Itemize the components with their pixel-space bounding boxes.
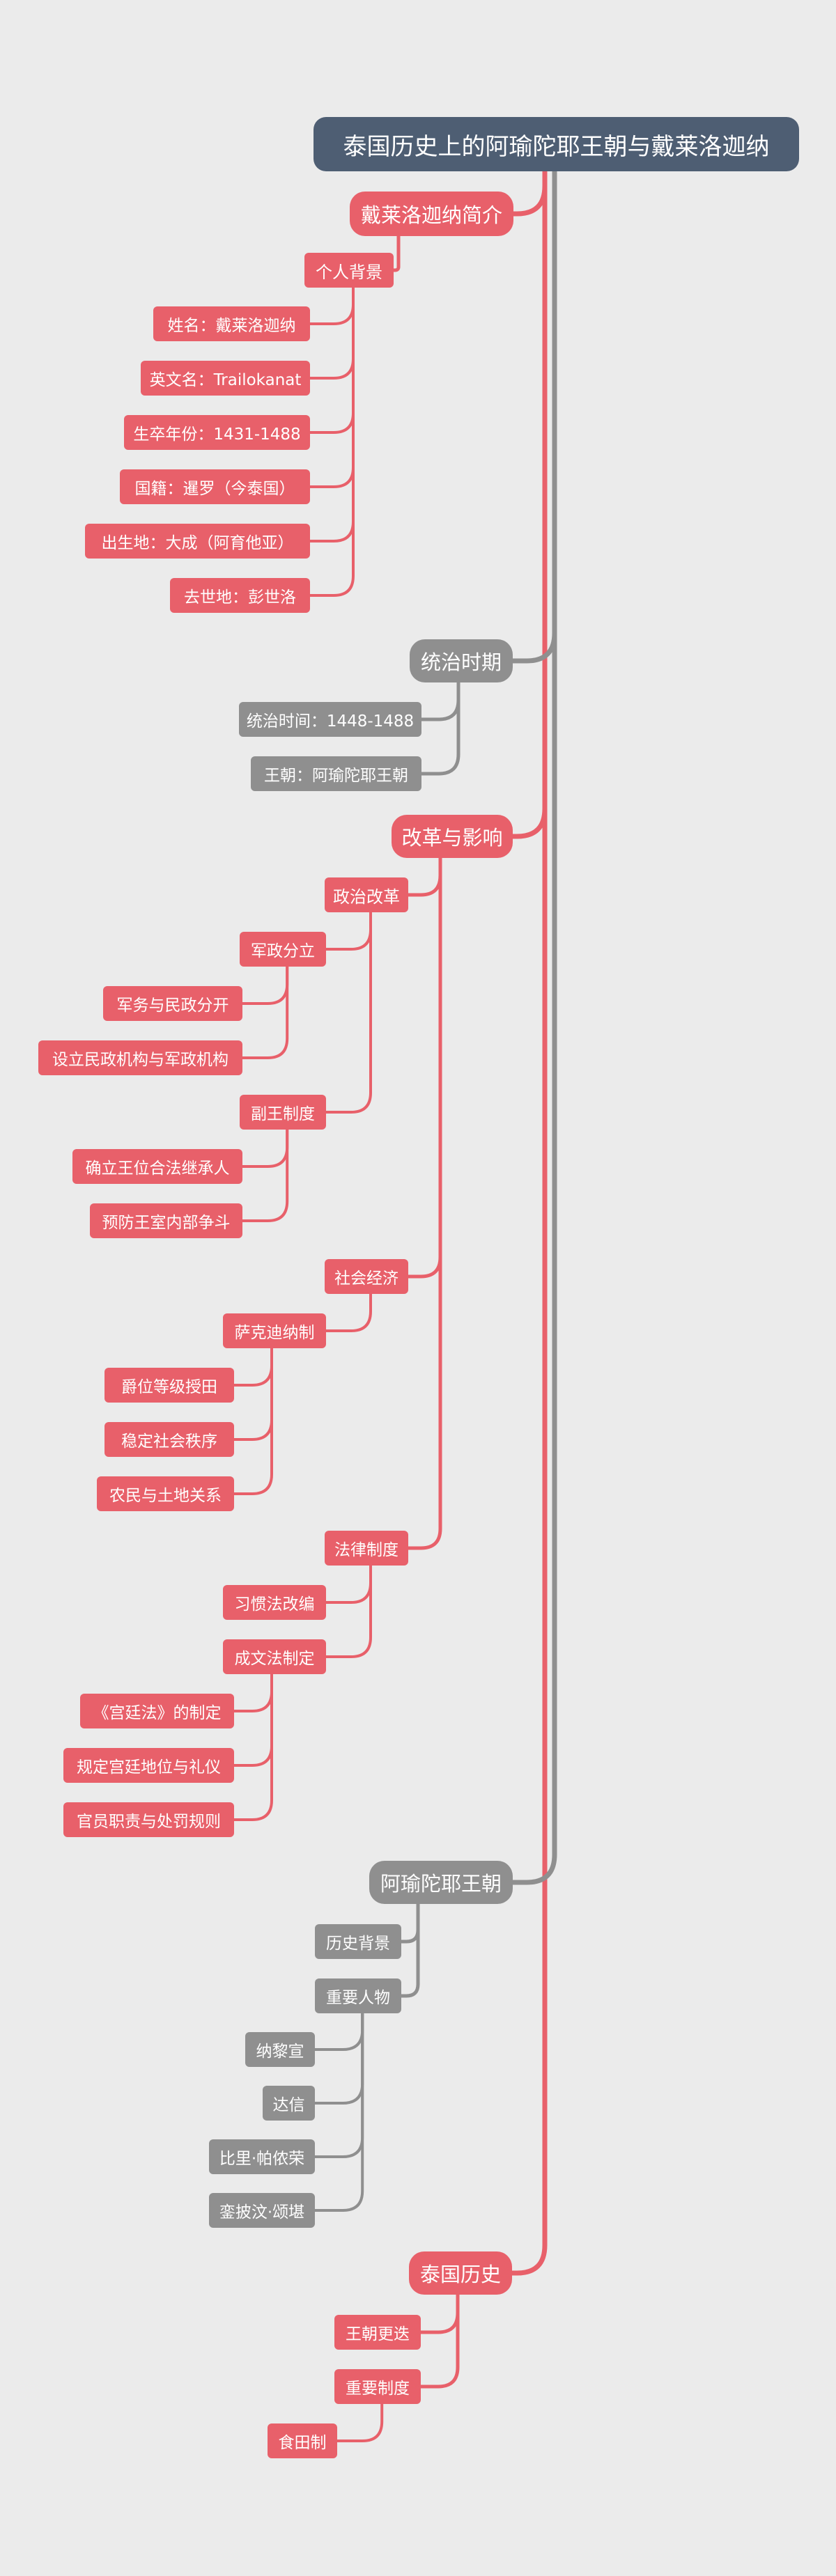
leaf-rank-land-grant[interactable]: 爵位等级授田 (104, 1368, 234, 1403)
connector-t2-t2a (419, 679, 460, 721)
connector-t4b-t4b1 (314, 2011, 364, 2051)
leaf-name[interactable]: 姓名：戴莱洛迦纳 (153, 306, 310, 341)
connector-t3b-t3b1 (325, 1291, 372, 1332)
connector-t3c2-t3c2c (233, 1671, 273, 1821)
leaf-military-civil-split[interactable]: 军务与民政分开 (103, 986, 242, 1021)
leaf-social-order[interactable]: 稳定社会秩序 (104, 1422, 234, 1457)
connector-t4b-t4b3 (314, 2011, 364, 2158)
topic-dailailuojiana-intro[interactable]: 戴莱洛迦纳简介 (350, 192, 513, 236)
connector-t3c2-t3c2b (233, 1671, 273, 1767)
connector-t5b-t5b1 (336, 2401, 384, 2442)
connector-t3a-t3a1 (325, 910, 372, 951)
connector-t3b1-t3b1a (233, 1345, 273, 1387)
connector-t4b-t4b2 (314, 2011, 364, 2105)
root-topic[interactable]: 泰国历史上的阿瑜陀耶王朝与戴莱洛迦纳 (314, 117, 799, 171)
leaf-legitimate-heir[interactable]: 确立王位合法继承人 (72, 1149, 242, 1184)
connector-t3a-t3a2 (325, 910, 372, 1114)
connector-t5-t5b (419, 2291, 460, 2389)
leaf-palace-law[interactable]: 《宫廷法》的制定 (80, 1694, 234, 1728)
connector-t3c2-t3c2a (233, 1671, 273, 1712)
connector-t5-t5a (419, 2291, 460, 2334)
connector-root-t3 (510, 166, 548, 839)
leaf-english-name[interactable]: 英文名：Trailokanat (141, 361, 310, 396)
leaf-nationality[interactable]: 国籍：暹罗（今泰国） (120, 469, 310, 504)
connector-t3b1-t3b1c (233, 1345, 273, 1495)
subtopic-key-figures[interactable]: 重要人物 (315, 1978, 401, 2013)
leaf-taksin[interactable]: 达信 (263, 2086, 315, 2121)
topic-reign-period[interactable]: 统治时期 (410, 639, 513, 682)
connector-t3-t3c (406, 854, 442, 1550)
leaf-historical-background[interactable]: 历史背景 (315, 1924, 401, 1959)
connector-t1-t1a (392, 233, 401, 272)
leaf-phibun[interactable]: 銮披汶·颂堪 (209, 2193, 315, 2228)
subtopic-social-economy[interactable]: 社会经济 (325, 1259, 408, 1294)
subtopic-personal-background[interactable]: 个人背景 (304, 253, 394, 288)
leaf-dynastic-change[interactable]: 王朝更迭 (334, 2315, 421, 2350)
subtopic-key-institutions[interactable]: 重要制度 (334, 2369, 421, 2404)
leaf-peasant-land[interactable]: 农民与土地关系 (97, 1476, 234, 1511)
connector-root-t2 (510, 166, 557, 664)
connector-root-t5 (509, 166, 548, 2276)
connector-t1a-t1a2 (309, 285, 355, 380)
connector-root-t4 (510, 166, 557, 1885)
connector-t1a-t1a4 (309, 285, 355, 488)
leaf-civil-military-agencies[interactable]: 设立民政机构与军政机构 (38, 1040, 242, 1075)
topic-reform-impact[interactable]: 改革与影响 (392, 815, 513, 858)
leaf-fief-system[interactable]: 食田制 (268, 2423, 337, 2458)
subtopic-written-law[interactable]: 成文法制定 (223, 1639, 326, 1674)
connector-t1a-t1a1 (309, 285, 355, 325)
leaf-deathplace[interactable]: 去世地：彭世洛 (170, 578, 310, 613)
connector-t3a1-t3a1a (241, 964, 289, 1005)
leaf-court-etiquette[interactable]: 规定宫廷地位与礼仪 (63, 1748, 234, 1783)
connector-t4-t4a (399, 1900, 420, 1944)
connector-t4-t4b (399, 1900, 420, 1998)
leaf-lifespan[interactable]: 生卒年份：1431-1488 (124, 415, 310, 450)
connector-t3c-t3c2 (325, 1563, 372, 1658)
connector-t1a-t1a6 (309, 285, 355, 597)
connector-t3-t3a (406, 854, 442, 897)
topic-ayutthaya-dynasty[interactable]: 阿瑜陀耶王朝 (369, 1861, 513, 1904)
connector-root-t1 (511, 166, 548, 217)
leaf-dynasty[interactable]: 王朝：阿瑜陀耶王朝 (251, 756, 421, 791)
subtopic-legal-system[interactable]: 法律制度 (325, 1531, 408, 1566)
subtopic-military-civil-separation[interactable]: 军政分立 (240, 932, 326, 967)
connector-t2-t2b (419, 679, 460, 776)
connector-t3a2-t3a2b (241, 1127, 289, 1222)
topic-thai-history[interactable]: 泰国历史 (409, 2251, 512, 2295)
connector-t4b-t4b4 (314, 2011, 364, 2212)
connector-t3-t3b (406, 854, 442, 1279)
leaf-pridi[interactable]: 比里·帕侬荣 (209, 2139, 315, 2174)
connector-t1a-t1a3 (309, 285, 355, 434)
subtopic-sakdina-system[interactable]: 萨克迪纳制 (223, 1313, 326, 1348)
subtopic-vice-king-system[interactable]: 副王制度 (240, 1095, 326, 1130)
connector-t3a1-t3a1b (241, 964, 289, 1059)
leaf-birthplace[interactable]: 出生地：大成（阿育他亚） (85, 524, 310, 559)
leaf-official-duties[interactable]: 官员职责与处罚规则 (63, 1802, 234, 1837)
connector-t3c-t3c1 (325, 1563, 372, 1604)
leaf-prevent-royal-strife[interactable]: 预防王室内部争斗 (90, 1203, 242, 1238)
connector-t3a2-t3a2a (241, 1127, 289, 1168)
subtopic-political-reform[interactable]: 政治改革 (325, 877, 408, 912)
leaf-naresuan[interactable]: 纳黎宣 (245, 2032, 315, 2067)
leaf-customary-law[interactable]: 习惯法改编 (223, 1585, 326, 1620)
leaf-reign-time[interactable]: 统治时间：1448-1488 (239, 702, 421, 737)
connector-t3b1-t3b1b (233, 1345, 273, 1441)
